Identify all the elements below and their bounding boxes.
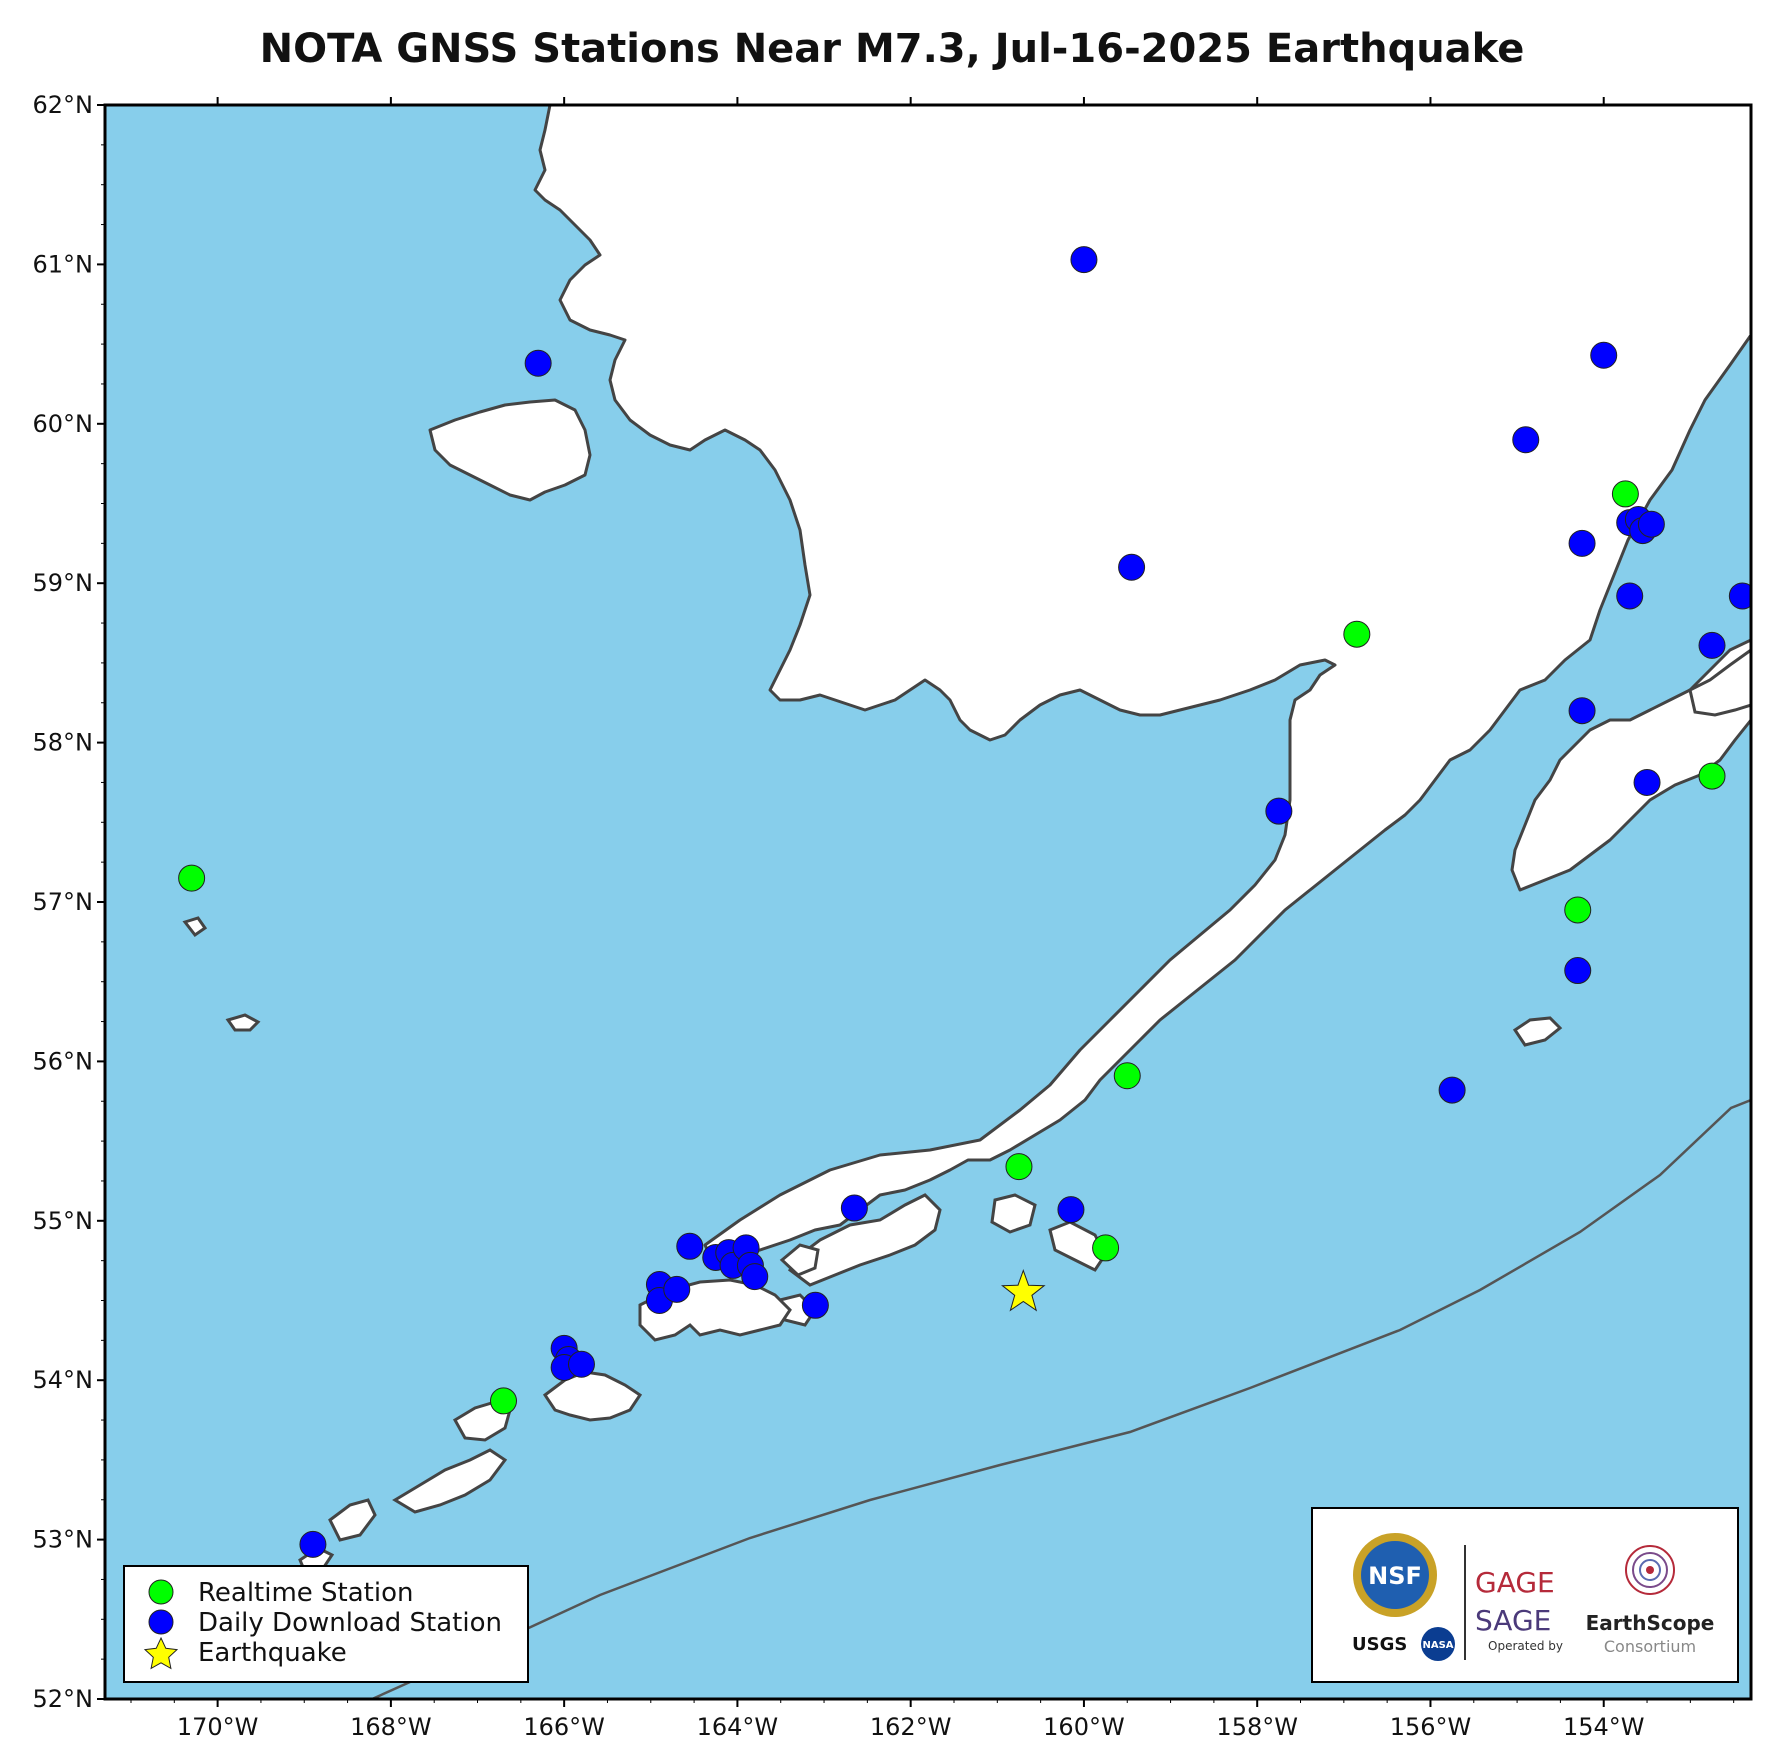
operated-by-label: Operated by	[1488, 1639, 1563, 1653]
realtime-station-marker[interactable]	[1564, 896, 1592, 924]
realtime-station-marker[interactable]	[178, 864, 206, 892]
daily-station-marker[interactable]	[524, 349, 552, 377]
realtime-station-marker[interactable]	[1698, 762, 1726, 790]
umnak-tail	[392, 1448, 508, 1514]
daily-station-marker[interactable]	[840, 1194, 868, 1222]
kodiak-north	[1688, 648, 1751, 717]
earthscope-label: EarthScope	[1586, 1611, 1715, 1635]
lat-tick-label: 56°N	[33, 1047, 94, 1075]
daily-station-marker[interactable]	[1568, 529, 1596, 557]
lat-tick-label: 60°N	[33, 410, 94, 438]
legend-realtime-marker	[148, 1579, 174, 1605]
daily-station-marker[interactable]	[1616, 582, 1644, 610]
trinity-islands	[1512, 1016, 1563, 1047]
lat-tick-label: 54°N	[33, 1366, 94, 1394]
lat-tick-label: 58°N	[33, 729, 94, 757]
st-george-island	[225, 1013, 261, 1032]
lon-tick-label: 168°W	[350, 1713, 432, 1741]
earthscope-fingerprint-icon	[1625, 1545, 1675, 1595]
lat-tick-label: 52°N	[33, 1685, 94, 1713]
realtime-station-marker[interactable]	[1005, 1153, 1033, 1181]
mainland-alaska	[533, 105, 1751, 1262]
daily-station-marker[interactable]	[1118, 553, 1146, 581]
legend-daily-marker	[148, 1609, 174, 1635]
earthquake-star-marker[interactable]	[1001, 1269, 1046, 1312]
lon-tick-label: 160°W	[1043, 1713, 1125, 1741]
legend-earthquake-star	[143, 1636, 179, 1670]
lat-tick-label: 62°N	[33, 91, 94, 119]
realtime-station-marker[interactable]	[1343, 620, 1371, 648]
consortium-label: Consortium	[1604, 1637, 1696, 1656]
sage-label: SAGE	[1475, 1604, 1551, 1637]
st-paul-island	[182, 916, 208, 938]
lon-tick-label: 166°W	[523, 1713, 605, 1741]
lon-tick-label: 156°W	[1390, 1713, 1472, 1741]
daily-station-marker[interactable]	[1512, 426, 1540, 454]
lon-tick-label: 170°W	[177, 1713, 259, 1741]
four-mountains-islands	[328, 1498, 377, 1542]
daily-station-marker[interactable]	[1438, 1076, 1466, 1104]
daily-station-marker[interactable]	[663, 1275, 691, 1303]
lon-tick-label: 164°W	[697, 1713, 779, 1741]
daily-station-marker[interactable]	[1568, 697, 1596, 725]
lon-tick-label: 154°W	[1563, 1713, 1645, 1741]
daily-station-marker[interactable]	[801, 1291, 829, 1319]
gage-label: GAGE	[1475, 1566, 1555, 1599]
nasa-label: NASA	[1422, 1640, 1453, 1651]
aleutian-trench	[369, 1098, 1751, 1699]
daily-station-marker[interactable]	[299, 1530, 327, 1558]
daily-station-marker[interactable]	[1564, 957, 1592, 985]
daily-station-marker[interactable]	[1590, 341, 1618, 369]
legend-earthquake-label: Earthquake	[198, 1638, 347, 1668]
realtime-station-marker[interactable]	[1611, 480, 1639, 508]
daily-station-marker[interactable]	[1633, 768, 1661, 796]
daily-download-stations	[299, 246, 1755, 1558]
lat-tick-label: 53°N	[33, 1526, 94, 1554]
map-title: NOTA GNSS Stations Near M7.3, Jul-16-202…	[259, 26, 1525, 72]
earthquake-marker-layer	[1001, 1269, 1046, 1312]
realtime-stations	[178, 480, 1726, 1415]
lat-tick-label: 59°N	[33, 569, 94, 597]
daily-station-marker[interactable]	[1698, 631, 1726, 659]
daily-station-marker[interactable]	[1070, 246, 1098, 274]
nunivak-island	[428, 398, 592, 502]
legend: Realtime Station Daily Download Station …	[123, 1565, 529, 1683]
lat-tick-label: 55°N	[33, 1207, 94, 1235]
lon-tick-label: 158°W	[1216, 1713, 1298, 1741]
daily-station-marker[interactable]	[741, 1263, 769, 1291]
realtime-station-marker[interactable]	[1113, 1062, 1141, 1090]
legend-daily-label: Daily Download Station	[198, 1608, 502, 1638]
logo-panel: NSF USGS NASA GAGE SAGE Operated by Eart…	[1311, 1507, 1739, 1683]
realtime-station-marker[interactable]	[490, 1387, 518, 1415]
lat-tick-label: 57°N	[33, 888, 94, 916]
nsf-label: NSF	[1368, 1562, 1422, 1590]
lat-tick-label: 61°N	[33, 250, 94, 278]
nsf-seal-icon: NSF	[1353, 1533, 1437, 1617]
daily-station-marker[interactable]	[1728, 582, 1755, 610]
daily-station-marker[interactable]	[676, 1232, 704, 1260]
realtime-station-marker[interactable]	[1092, 1234, 1120, 1262]
daily-station-marker[interactable]	[1057, 1196, 1085, 1224]
daily-station-marker[interactable]	[1637, 510, 1665, 538]
lon-tick-label: 162°W	[870, 1713, 952, 1741]
legend-realtime-label: Realtime Station	[198, 1578, 414, 1608]
daily-station-marker[interactable]	[1265, 797, 1293, 825]
usgs-label: USGS	[1352, 1634, 1407, 1655]
map-axes: 62°N 61°N 60°N 59°N 58°N 57°N 56°N 55°N 54°N 53°N…	[33, 91, 1735, 1741]
nasa-meatball-icon	[1421, 1627, 1455, 1661]
akun-akutan	[779, 1243, 820, 1277]
legend-box	[123, 1565, 529, 1683]
daily-station-marker[interactable]	[567, 1350, 595, 1378]
kodiak-island	[1510, 638, 1751, 892]
shumagin-east	[1048, 1220, 1107, 1272]
shumagin-islands	[990, 1193, 1037, 1234]
